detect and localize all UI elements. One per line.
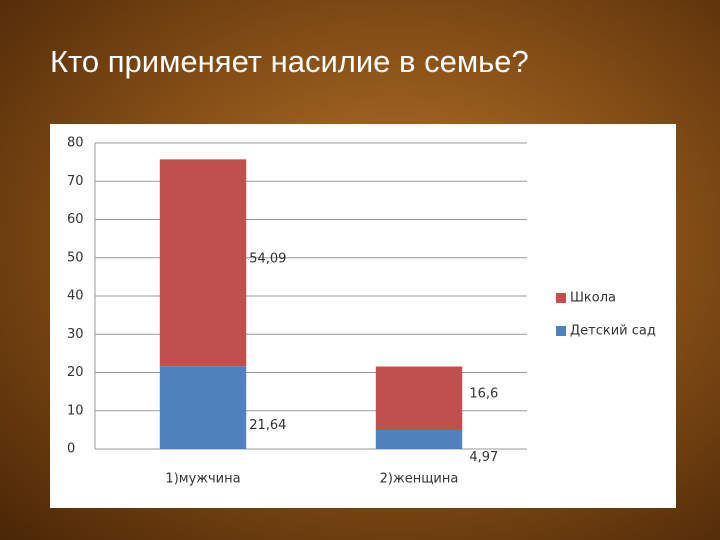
- chart-panel: [50, 124, 676, 508]
- y-tick-label: 0: [67, 442, 75, 457]
- x-tick-label: 1)мужчина: [165, 472, 240, 487]
- value-label: 4,97: [469, 450, 498, 465]
- y-tick-label: 60: [67, 212, 84, 227]
- value-label: 16,6: [469, 387, 498, 402]
- y-tick-label: 20: [67, 365, 84, 380]
- y-tick-label: 30: [67, 327, 84, 342]
- y-tick-label: 80: [67, 136, 84, 151]
- chart: 0 10 20 30 40 50 60 70 80 1)мужчина 21,64 54,09 2)же…: [50, 124, 676, 508]
- bar-segment: [375, 366, 463, 430]
- bar-segment: [159, 159, 247, 367]
- x-tick-label: 2)женщина: [380, 472, 459, 487]
- bar-segment: [375, 429, 463, 449]
- y-tick-label: 40: [67, 289, 84, 304]
- value-label: 21,64: [249, 418, 286, 433]
- legend-swatch: [556, 293, 566, 303]
- y-tick-label: 10: [67, 403, 84, 418]
- legend-swatch: [556, 326, 566, 336]
- value-label: 54,09: [249, 251, 286, 266]
- bar-segment: [159, 366, 247, 449]
- y-tick-label: 50: [67, 250, 84, 265]
- legend-label: Школа: [570, 291, 616, 306]
- slide-title: Кто применяет насилие в семье?: [50, 44, 529, 79]
- y-tick-label: 70: [67, 174, 84, 189]
- legend-label: Детский сад: [570, 324, 656, 339]
